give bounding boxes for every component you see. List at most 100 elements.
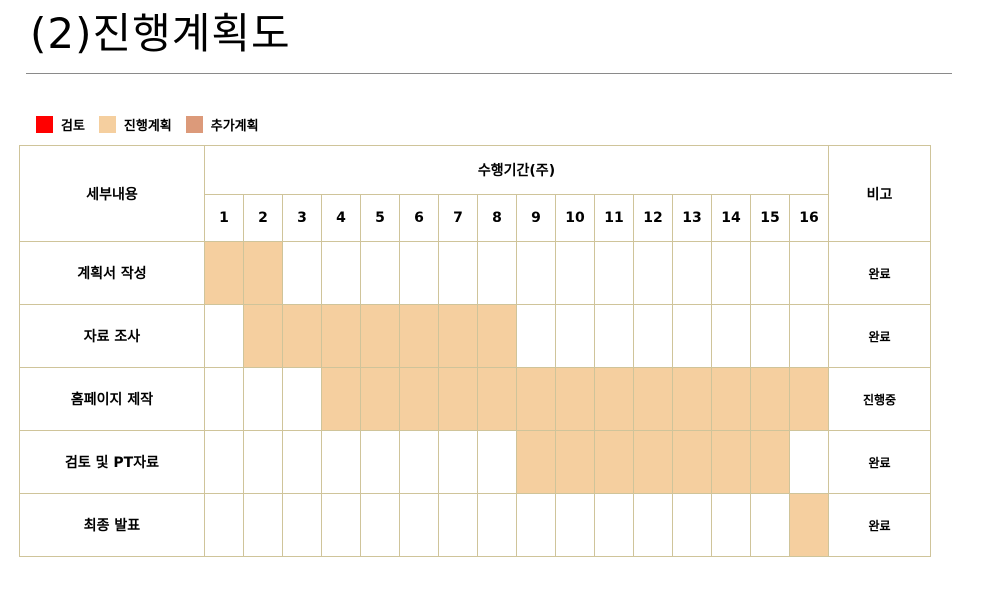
gantt-bar-cell [477,304,517,368]
task-name: 검토 및 PT자료 [19,430,205,494]
gantt-bar-cell [516,367,556,431]
gantt-bar-cell [360,304,400,368]
week-cell [321,241,361,305]
title-divider [26,73,952,74]
period-header: 수행기간(주) [204,145,829,195]
legend-item: 추가계획 [185,115,259,134]
legend-label: 검토 [61,118,85,134]
week-cell [555,493,595,557]
week-cell [516,241,556,305]
legend: 검토 진행계획 추가계획 [36,114,273,134]
week-cell [360,241,400,305]
gantt-bar-cell [555,430,595,494]
page-title: (2)진행계획도 [30,9,291,58]
gantt-bar-cell [789,367,829,431]
week-cell [282,367,322,431]
week-cell [204,493,244,557]
week-cell [789,241,829,305]
task-row: 최종 발표 완료 [19,493,931,557]
week-number: 6 [399,194,439,242]
week-number: 12 [633,194,673,242]
week-cell [321,493,361,557]
week-cell [243,493,283,557]
week-cell [711,304,751,368]
legend-item: 진행계획 [98,115,172,134]
week-cell [789,430,829,494]
week-cell [789,304,829,368]
gantt-bar-cell [711,367,751,431]
week-number: 11 [594,194,634,242]
week-cell [750,493,790,557]
week-cell [555,241,595,305]
gantt-bar-cell [360,367,400,431]
gantt-bar-cell [321,367,361,431]
gantt-bar-cell [477,367,517,431]
week-number: 13 [672,194,712,242]
legend-swatch [36,115,53,133]
task-header: 세부내용 [19,145,205,242]
week-cell [750,241,790,305]
task-name: 최종 발표 [19,493,205,557]
week-cell [633,304,673,368]
header-row-1: 세부내용 수행기간(주) 비고 [19,145,931,242]
week-cell [438,241,478,305]
gantt-bar-cell [516,430,556,494]
week-number: 8 [477,194,517,242]
gantt-bar-cell [594,430,634,494]
gantt-bar-cell [750,430,790,494]
gantt-bar-cell [399,367,439,431]
legend-item: 검토 [36,115,85,134]
week-cell [633,241,673,305]
gantt-bar-cell [438,367,478,431]
week-cell [399,493,439,557]
gantt-bar-cell [789,493,829,557]
week-cell [438,493,478,557]
week-cell [477,430,517,494]
gantt-bar-cell [282,304,322,368]
week-number: 1 [204,194,244,242]
week-number: 3 [282,194,322,242]
task-name: 계획서 작성 [19,241,205,305]
week-cell [477,493,517,557]
week-cell [204,430,244,494]
week-number: 9 [516,194,556,242]
week-cell [438,430,478,494]
week-cell [360,493,400,557]
week-cell [711,241,751,305]
week-cell [204,304,244,368]
task-note: 완료 [828,493,931,557]
task-note: 완료 [828,241,931,305]
schedule-table: 세부내용 수행기간(주) 비고 1 2 3 4 5 6 7 8 9 10 11 12 13 14 15 16 … [19,145,931,557]
week-cell [399,241,439,305]
week-cell [360,430,400,494]
week-cell [282,241,322,305]
task-name: 홈페이지 제작 [19,367,205,431]
note-header: 비고 [828,145,931,242]
week-cell [672,241,712,305]
week-number: 2 [243,194,283,242]
task-note: 완료 [828,304,931,368]
week-number: 14 [711,194,751,242]
week-cell [516,304,556,368]
task-row: 검토 및 PT자료 완료 [19,430,931,494]
gantt-bar-cell [321,304,361,368]
task-row: 자료 조사 완료 [19,304,931,368]
task-row: 계획서 작성 완료 [19,241,931,305]
week-cell [282,493,322,557]
gantt-bar-cell [438,304,478,368]
task-note: 진행중 [828,367,931,431]
week-number: 15 [750,194,790,242]
gantt-bar-cell [594,367,634,431]
legend-swatch [98,115,116,133]
task-name: 자료 조사 [19,304,205,368]
gantt-bar-cell [633,430,673,494]
week-number: 10 [555,194,595,242]
gantt-bar-cell [204,241,244,305]
legend-swatch [185,115,203,133]
week-number: 5 [360,194,400,242]
week-cell [399,430,439,494]
week-cell [555,304,595,368]
week-number: 7 [438,194,478,242]
week-cell [243,367,283,431]
week-number-row: 1 2 3 4 5 6 7 8 9 10 11 12 13 14 15 16 [20,194,931,242]
